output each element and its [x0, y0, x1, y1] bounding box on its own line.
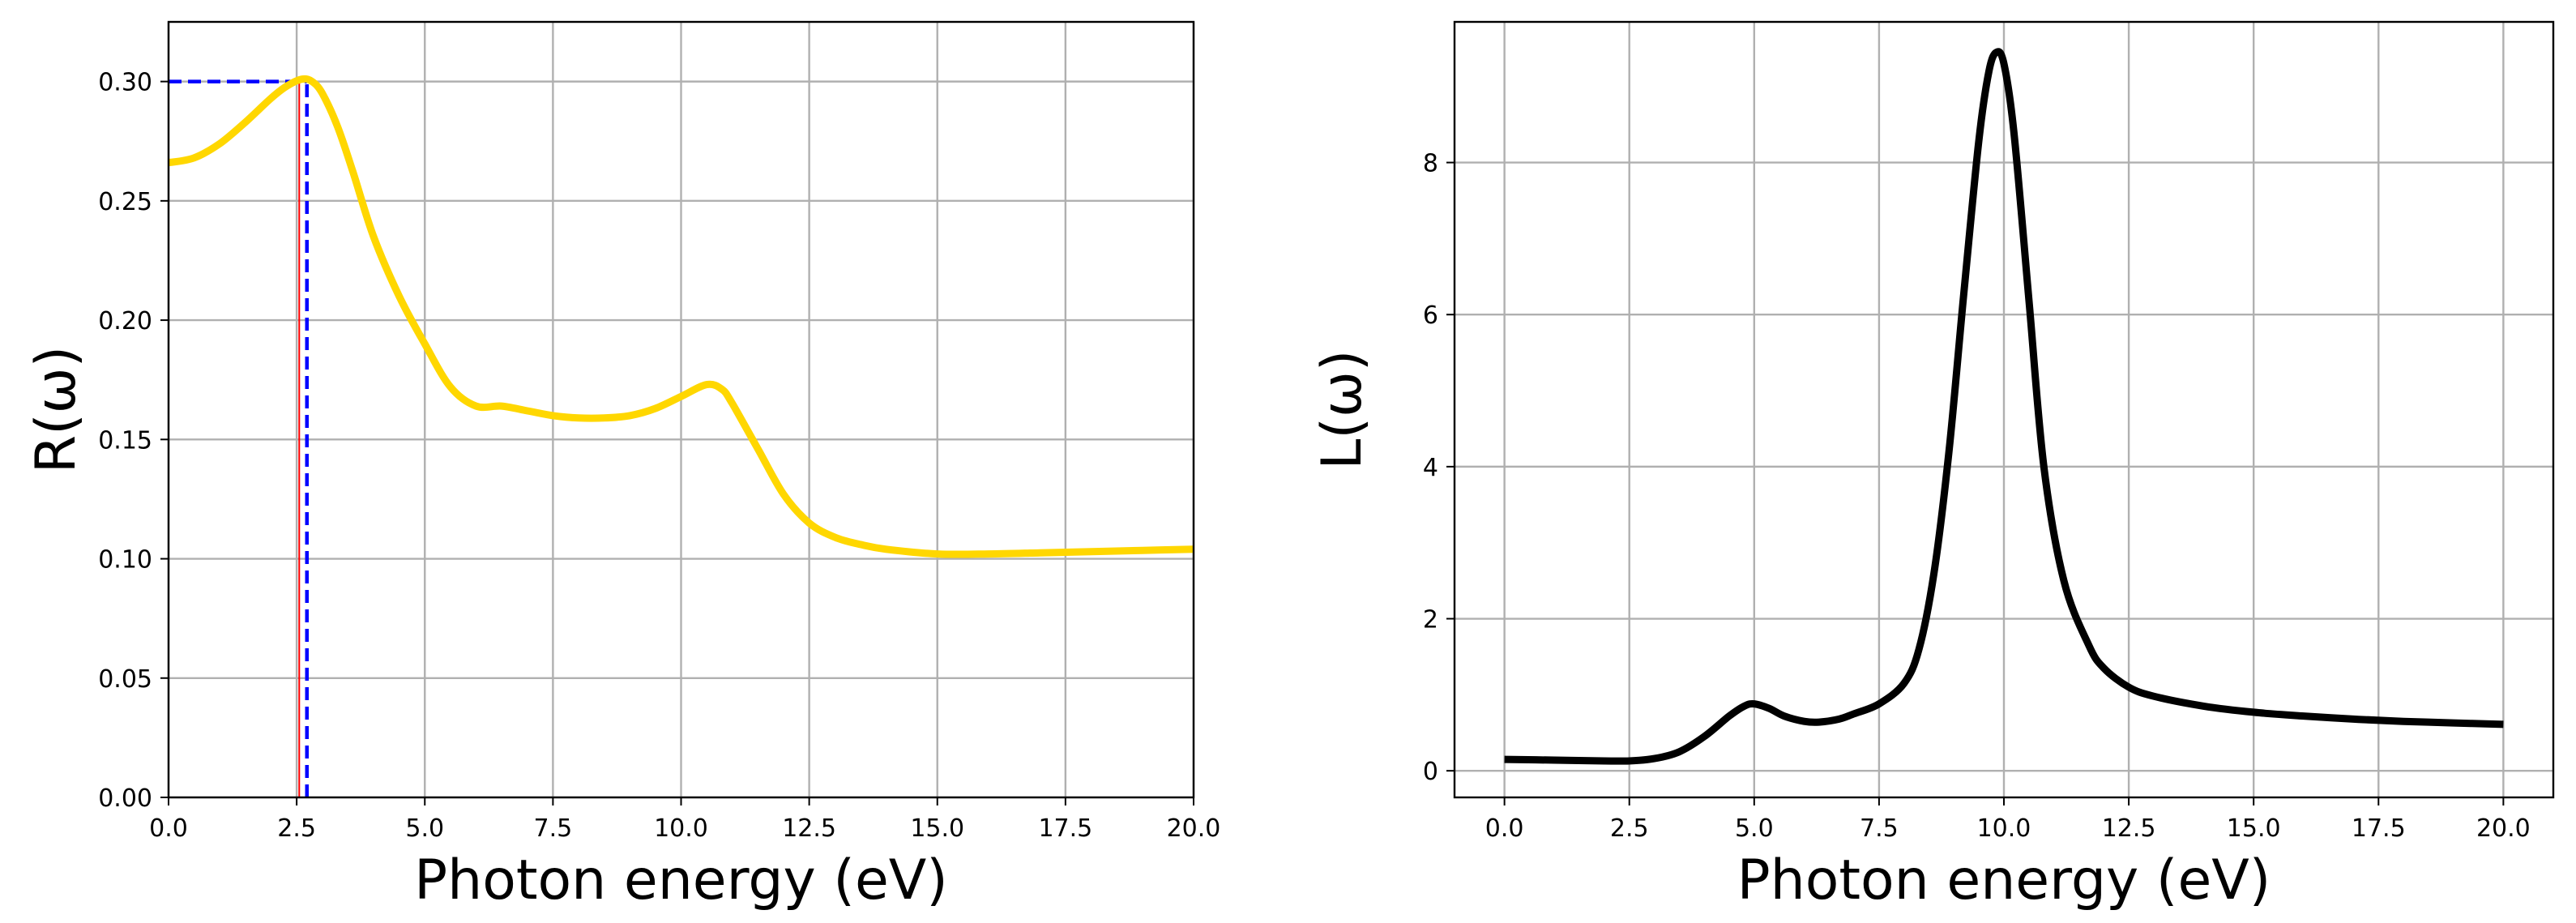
loss-series	[1504, 48, 2504, 765]
reflectivity-peak-markers	[169, 79, 310, 797]
loss-x-tick-label: 15.0	[2227, 814, 2281, 843]
loss-y-tick-label: 2	[1423, 606, 1438, 635]
loss-x-tick-label: 0.0	[1485, 814, 1524, 843]
loss-x-tick-label: 20.0	[2476, 814, 2531, 843]
loss-x-axis-label: Photon energy (eV)	[1737, 848, 2271, 912]
reflectivity-ticks: 0.0 2.5 5.0 7.5 10.0 12.5 15.0 17.5 20.0 0.00 0.05…	[98, 69, 1220, 843]
reflectivity-chart: 0.0 2.5 5.0 7.5 10.0 12.5 15.0 17.5 20.0 0.00 0.05…	[24, 20, 1220, 912]
reflectivity-x-tick-label: 12.5	[782, 814, 836, 843]
reflectivity-x-tick-label: 10.0	[654, 814, 708, 843]
reflectivity-y-tick-label: 0.30	[98, 69, 152, 97]
reflectivity-y-tick-label: 0.10	[98, 546, 152, 575]
reflectivity-y-axis-label: R(ω)	[24, 346, 88, 473]
loss-y-axis-label: L(ω)	[1310, 350, 1374, 470]
reflectivity-x-tick-label: 15.0	[910, 814, 964, 843]
loss-y-tick-label: 8	[1423, 150, 1438, 178]
loss-x-tick-label: 7.5	[1860, 814, 1899, 843]
loss-grid	[1455, 22, 2553, 797]
loss-x-tick-label: 5.0	[1735, 814, 1774, 843]
loss-y-tick-label: 4	[1423, 454, 1438, 482]
reflectivity-y-tick-label: 0.20	[98, 307, 152, 335]
reflectivity-y-tick-label: 0.00	[98, 784, 152, 813]
reflectivity-x-tick-label: 17.5	[1038, 814, 1092, 843]
loss-x-tick-label: 10.0	[1977, 814, 2031, 843]
reflectivity-x-tick-label: 2.5	[277, 814, 316, 843]
reflectivity-x-axis-label: Photon energy (eV)	[414, 848, 948, 912]
reflectivity-y-tick-label: 0.05	[98, 665, 152, 694]
reflectivity-y-tick-label: 0.15	[98, 426, 152, 455]
reflectivity-x-tick-label: 7.5	[534, 814, 573, 843]
reflectivity-y-tick-label: 0.25	[98, 188, 152, 216]
loss-x-tick-label: 2.5	[1610, 814, 1649, 843]
reflectivity-x-tick-label: 0.0	[149, 814, 188, 843]
reflectivity-grid	[167, 22, 1195, 799]
reflectivity-series	[168, 75, 1194, 558]
loss-x-tick-label: 12.5	[2102, 814, 2156, 843]
loss-y-tick-label: 0	[1423, 758, 1438, 786]
reflectivity-x-tick-label: 20.0	[1167, 814, 1221, 843]
loss-x-tick-label: 17.5	[2352, 814, 2406, 843]
loss-ticks: 0.0 2.5 5.0 7.5 10.0 12.5 15.0 17.5 20.0 0 2 4 6 8	[1423, 150, 2531, 843]
reflectivity-series-line	[168, 75, 1194, 558]
loss-y-tick-label: 6	[1423, 301, 1438, 330]
loss-series-line	[1504, 48, 2504, 765]
loss-function-chart: 0.0 2.5 5.0 7.5 10.0 12.5 15.0 17.5 20.0 0 2 4 6 8 Ph…	[1310, 20, 2555, 912]
reflectivity-x-tick-label: 5.0	[405, 814, 444, 843]
